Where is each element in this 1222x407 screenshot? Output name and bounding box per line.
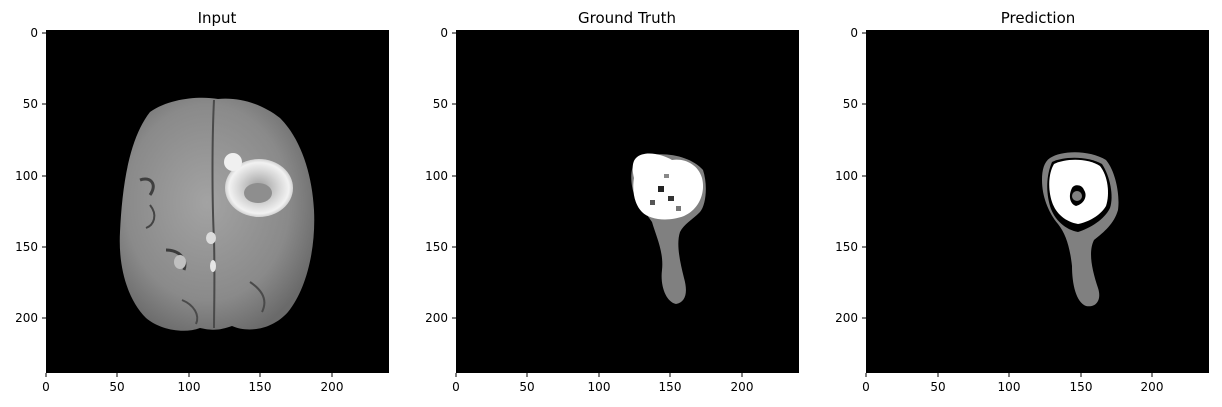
y-tick-label: 150	[425, 240, 448, 254]
necrotic-speck	[658, 186, 664, 192]
x-tick-label: 50	[519, 380, 534, 394]
brain-mri-image	[120, 98, 315, 331]
x-tick-label: 50	[930, 380, 945, 394]
x-axis: 0 50 100 150 200	[862, 373, 1163, 394]
y-tick-label: 50	[843, 97, 858, 111]
tumor-bright-edge	[224, 153, 242, 171]
y-tick-label: 50	[433, 97, 448, 111]
necrotic-speck	[664, 174, 669, 178]
y-tick-label: 100	[425, 169, 448, 183]
y-tick-label: 100	[15, 169, 38, 183]
necrotic-speck	[668, 196, 674, 201]
bright-spot	[210, 260, 216, 272]
x-tick-label: 200	[1141, 380, 1164, 394]
y-axis: 0 50 100 150 200	[15, 26, 46, 325]
x-axis: 0 50 100 150 200	[42, 373, 343, 394]
y-tick-label: 0	[30, 26, 38, 40]
x-tick-label: 0	[42, 380, 50, 394]
necrotic-speck	[650, 200, 655, 205]
panel-title: Prediction	[1001, 9, 1076, 27]
tumor-core	[244, 183, 272, 203]
x-tick-label: 100	[588, 380, 611, 394]
y-axis: 0 50 100 150 200	[835, 26, 866, 325]
y-tick-label: 0	[440, 26, 448, 40]
x-tick-label: 0	[862, 380, 870, 394]
bright-spot	[174, 255, 186, 269]
necrotic-inner	[1072, 191, 1082, 201]
x-tick-label: 150	[249, 380, 272, 394]
panel-title: Ground Truth	[578, 9, 676, 27]
image-area	[456, 30, 799, 373]
y-tick-label: 50	[23, 97, 38, 111]
image-area	[866, 30, 1209, 373]
x-tick-label: 200	[321, 380, 344, 394]
panel-input: Input 0	[15, 9, 389, 394]
x-tick-label: 200	[731, 380, 754, 394]
y-tick-label: 200	[835, 311, 858, 325]
x-tick-label: 100	[178, 380, 201, 394]
y-tick-label: 200	[425, 311, 448, 325]
x-axis: 0 50 100 150 200	[452, 373, 753, 394]
x-tick-label: 0	[452, 380, 460, 394]
bright-spot	[206, 232, 216, 244]
panel-ground-truth: Ground Truth 0 50 100 150 200	[425, 9, 799, 394]
necrotic-speck	[676, 206, 681, 211]
panel-prediction: Prediction 0 50 100 150 200	[835, 9, 1209, 394]
x-tick-label: 50	[109, 380, 124, 394]
y-tick-label: 0	[850, 26, 858, 40]
x-tick-label: 150	[659, 380, 682, 394]
brain-tissue	[120, 98, 315, 331]
y-tick-label: 150	[835, 240, 858, 254]
x-tick-label: 150	[1070, 380, 1093, 394]
y-tick-label: 200	[15, 311, 38, 325]
panel-title: Input	[198, 9, 237, 27]
y-tick-label: 150	[15, 240, 38, 254]
y-axis: 0 50 100 150 200	[425, 26, 456, 325]
x-tick-label: 100	[998, 380, 1021, 394]
y-tick-label: 100	[835, 169, 858, 183]
